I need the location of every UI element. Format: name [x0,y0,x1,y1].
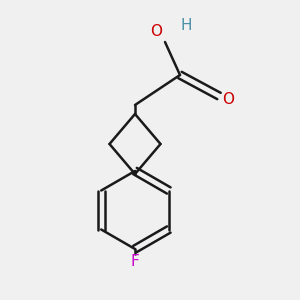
Text: O: O [150,24,162,39]
Text: O: O [222,92,234,106]
Text: F: F [130,254,140,268]
Text: H: H [180,18,191,33]
